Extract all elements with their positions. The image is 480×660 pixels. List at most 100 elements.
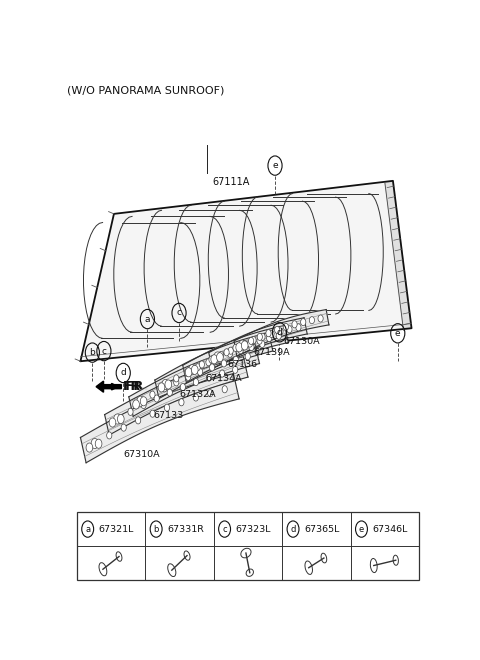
Text: a: a [85,525,90,533]
Circle shape [141,401,146,409]
Text: d: d [276,328,282,337]
Circle shape [260,333,265,341]
Text: 67130A: 67130A [283,337,320,346]
Circle shape [260,341,265,348]
Circle shape [185,368,192,377]
Circle shape [193,379,199,385]
Circle shape [174,379,179,386]
Circle shape [278,328,283,335]
Text: 67134A: 67134A [205,374,242,383]
Circle shape [193,394,198,401]
Polygon shape [129,344,260,416]
Polygon shape [385,181,411,330]
Circle shape [249,343,254,350]
Circle shape [275,326,280,333]
Polygon shape [234,310,329,356]
Circle shape [165,380,172,389]
Text: 67136: 67136 [228,360,258,369]
Circle shape [228,347,233,354]
Circle shape [266,335,272,342]
Circle shape [241,341,248,350]
Text: 67323L: 67323L [236,525,271,533]
Circle shape [216,354,222,361]
Circle shape [132,400,139,409]
Circle shape [219,370,225,377]
Circle shape [296,324,301,331]
Circle shape [206,359,211,366]
Circle shape [150,410,155,417]
FancyArrow shape [96,381,121,392]
Circle shape [162,379,169,389]
Circle shape [249,337,254,345]
Circle shape [162,385,167,392]
Text: a: a [144,315,150,323]
Circle shape [167,389,172,396]
Circle shape [276,332,281,339]
Circle shape [189,364,196,375]
Circle shape [114,414,121,424]
Circle shape [128,409,133,415]
Text: 67133: 67133 [153,411,183,420]
Text: 67321L: 67321L [99,525,134,533]
Circle shape [192,365,198,374]
Circle shape [195,364,200,371]
Circle shape [180,383,185,391]
Circle shape [109,418,116,427]
Circle shape [214,352,221,362]
Circle shape [233,366,238,374]
Circle shape [95,439,102,448]
FancyBboxPatch shape [77,512,419,579]
Text: 67139A: 67139A [253,348,290,356]
Circle shape [283,323,288,331]
Polygon shape [155,333,273,399]
Circle shape [91,438,98,449]
Circle shape [218,351,224,358]
Circle shape [309,317,314,324]
Circle shape [287,326,292,333]
Text: FR.: FR. [125,380,150,393]
Text: d: d [120,368,126,378]
Circle shape [300,319,306,325]
Circle shape [186,374,191,380]
Text: 67111A: 67111A [213,178,250,187]
Circle shape [197,368,203,376]
Circle shape [206,374,212,381]
Polygon shape [105,356,248,435]
Polygon shape [183,325,288,382]
Circle shape [118,414,124,424]
Circle shape [247,340,252,347]
Circle shape [174,375,179,382]
Text: FR.: FR. [123,380,146,393]
Text: 67346L: 67346L [372,525,408,533]
Circle shape [107,432,112,439]
Text: (W/O PANORAMA SUNROOF): (W/O PANORAMA SUNROOF) [67,85,225,95]
Text: e: e [395,329,401,338]
Text: e: e [272,161,278,170]
Circle shape [257,337,262,345]
Circle shape [239,340,246,350]
Text: c: c [101,346,107,356]
Circle shape [154,395,159,402]
Circle shape [251,337,256,344]
Circle shape [245,353,251,360]
Circle shape [150,391,155,398]
Circle shape [228,350,232,357]
Circle shape [199,361,204,368]
Circle shape [184,369,190,376]
Text: b: b [154,525,159,533]
Circle shape [121,424,126,431]
Text: 67310A: 67310A [123,450,160,459]
Text: 67132A: 67132A [179,390,216,399]
Circle shape [236,343,242,352]
Circle shape [238,346,243,354]
Text: 67365L: 67365L [304,525,339,533]
Circle shape [86,443,93,452]
Polygon shape [81,181,411,361]
Circle shape [140,397,147,406]
Circle shape [222,385,228,393]
Text: c: c [177,308,181,317]
Circle shape [158,383,165,392]
Text: d: d [290,525,296,533]
Circle shape [233,356,239,364]
Circle shape [208,389,213,397]
